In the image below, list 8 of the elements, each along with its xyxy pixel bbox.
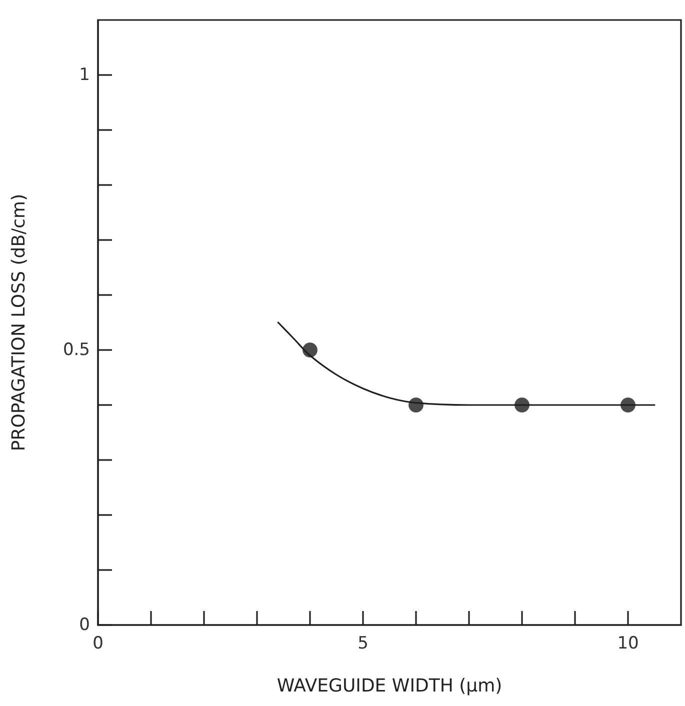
y-axis-title: PROPAGATION LOSS (dB/cm) bbox=[8, 194, 30, 452]
x-tick-label: 5 bbox=[358, 634, 368, 654]
x-tick-label: 0 bbox=[92, 634, 104, 654]
y-tick-label: 1 bbox=[79, 65, 90, 85]
y-tick-label: 0.5 bbox=[62, 340, 90, 360]
x-axis-title: WAVEGUIDE WIDTH (µm) bbox=[276, 676, 502, 696]
x-tick-label: 10 bbox=[617, 634, 639, 654]
y-tick-label: 0 bbox=[79, 615, 90, 635]
